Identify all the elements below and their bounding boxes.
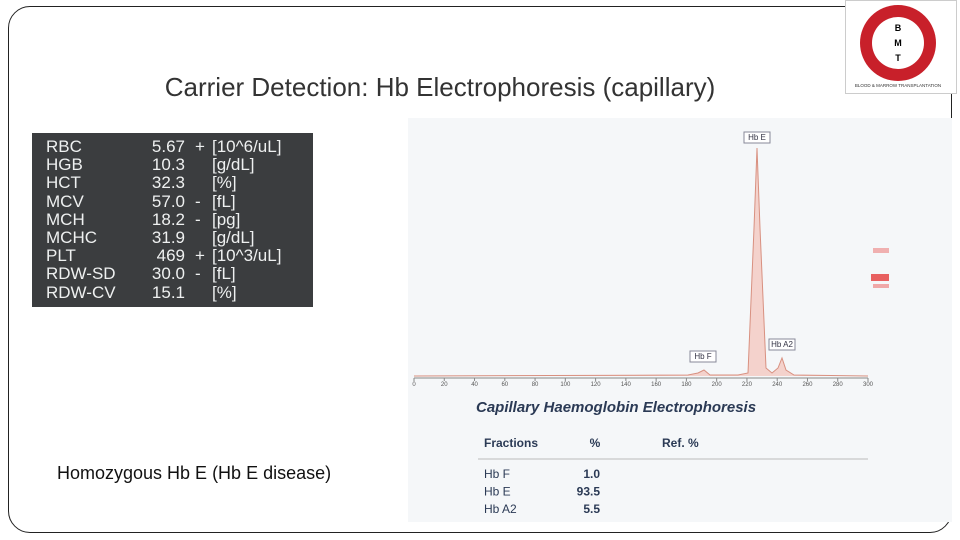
cbc-flag: - xyxy=(195,191,201,211)
peak-label: Hb A2 xyxy=(771,340,793,349)
cbc-unit: [fL] xyxy=(212,264,236,284)
fraction-name: Hb E xyxy=(484,485,511,499)
cbc-value: 10.3 xyxy=(151,155,185,175)
cbc-unit: [g/dL] xyxy=(212,155,255,175)
cbc-flag: - xyxy=(195,209,201,229)
cbc-label: RDW-SD xyxy=(46,264,116,284)
cbc-unit: [%] xyxy=(212,173,237,193)
cbc-value: 18.2 xyxy=(151,209,185,229)
cbc-unit: [10^3/uL] xyxy=(212,246,282,266)
cbc-label: HGB xyxy=(46,155,83,175)
electrophoresis-image: Capillary Haemoglobin Electrophoresis 0 2… xyxy=(408,118,952,522)
cbc-unit: [pg] xyxy=(212,209,241,229)
cbc-flag: + xyxy=(195,246,205,266)
logo: B M T BLOOD & MARROW TRANSPLANTATION xyxy=(845,0,957,94)
axis-label: 140 xyxy=(621,382,632,388)
table-header: Ref. % xyxy=(662,436,699,450)
logo-letter: T xyxy=(895,53,901,63)
ep-title: Capillary Haemoglobin Electrophoresis xyxy=(476,399,756,416)
logo-graphic: B M T BLOOD & MARROW TRANSPLANTATION xyxy=(855,5,941,88)
axis-label: 100 xyxy=(560,382,571,388)
axis-label: 80 xyxy=(532,382,539,388)
peak-label: Hb F xyxy=(694,352,711,361)
peak-label-box xyxy=(743,131,771,144)
axis-label: 120 xyxy=(591,382,602,388)
axis-label: 60 xyxy=(501,382,508,388)
slide-title: Carrier Detection: Hb Electrophoresis (c… xyxy=(164,72,716,102)
fraction-name: Hb F xyxy=(484,467,510,481)
table-header: % xyxy=(590,436,601,450)
axis-label: 200 xyxy=(712,382,723,388)
fraction-percent: 5.5 xyxy=(583,502,600,516)
cbc-unit: [g/dL] xyxy=(212,228,255,247)
axis-label: 260 xyxy=(802,382,813,388)
cbc-photo: RBC 5.67 + [10^6/uL] HGB 10.3 [g/dL] HCT 32.3 [%]… xyxy=(32,133,313,307)
cbc-label: MCHC xyxy=(46,228,97,247)
table-header: Fractions xyxy=(484,436,538,450)
logo-letter: B xyxy=(895,23,902,33)
axis-label: 0 xyxy=(412,382,416,388)
cbc-label: MCH xyxy=(46,209,85,229)
cbc-value: 15.1 xyxy=(151,282,185,302)
cbc-unit: [%] xyxy=(212,282,237,302)
caption: Homozygous Hb E (Hb E disease) xyxy=(57,463,332,483)
axis-label: 20 xyxy=(441,382,448,388)
cbc-label: RBC xyxy=(46,137,82,156)
cbc-label: PLT xyxy=(46,246,76,266)
cbc-label: MCV xyxy=(46,191,84,211)
cbc-value: 5.67 xyxy=(151,137,185,156)
cbc-value: 469 xyxy=(156,246,185,266)
cbc-unit: [fL] xyxy=(212,191,236,211)
axis-label: 160 xyxy=(651,382,662,388)
cbc-value: 30.0 xyxy=(151,264,185,284)
axis-label: 220 xyxy=(742,382,753,388)
axis-label: 280 xyxy=(833,382,844,388)
logo-text: BLOOD & MARROW TRANSPLANTATION xyxy=(855,83,941,88)
cbc-value: 31.9 xyxy=(151,228,185,247)
electropherogram: Capillary Haemoglobin Electrophoresis 0 2… xyxy=(412,131,889,516)
cbc-unit: [10^6/uL] xyxy=(212,137,282,156)
fraction-name: Hb A2 xyxy=(484,502,517,516)
cbc-label: HCT xyxy=(46,173,81,193)
cbc-flag: - xyxy=(195,264,201,284)
cbc-value: 32.3 xyxy=(151,173,185,193)
axis-label: 180 xyxy=(681,382,692,388)
axis-label: 240 xyxy=(772,382,783,388)
fraction-percent: 1.0 xyxy=(583,467,600,481)
axis-label: 300 xyxy=(863,382,874,388)
peak-label-box xyxy=(689,350,717,363)
peak-label-box xyxy=(768,338,796,351)
cbc-flag: + xyxy=(195,137,205,156)
fraction-percent: 93.5 xyxy=(577,485,601,499)
cbc-label: RDW-CV xyxy=(46,282,116,302)
cbc-value: 57.0 xyxy=(151,191,185,211)
peak-label: Hb E xyxy=(748,133,766,142)
axis-label: 40 xyxy=(471,382,478,388)
logo-letter: M xyxy=(894,38,902,48)
